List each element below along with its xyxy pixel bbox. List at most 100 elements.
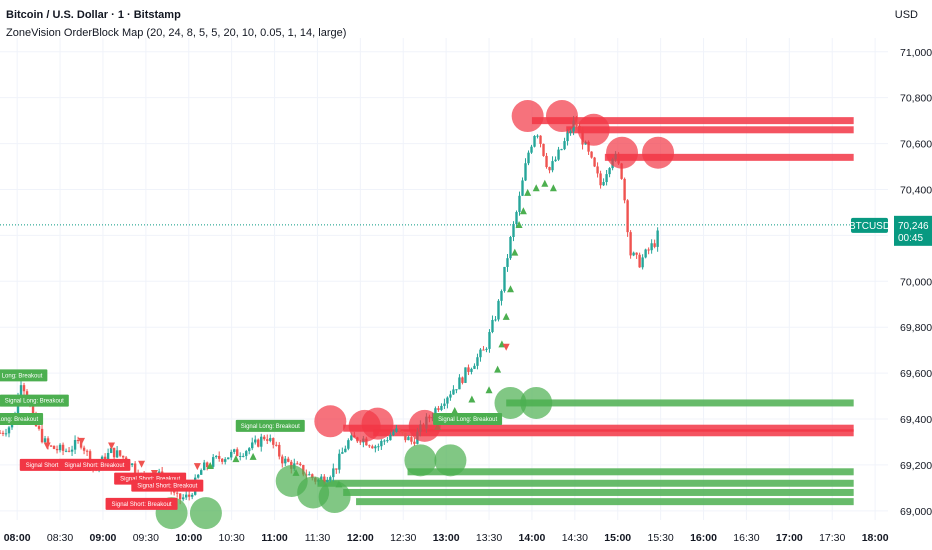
signal-labels: Signal Long: Breakout Signal Long: Breako… — [0, 369, 503, 510]
long-signal-label-box — [0, 413, 44, 426]
candle-body — [236, 449, 239, 457]
candle-body — [509, 236, 512, 259]
long-signal-marker — [206, 462, 214, 470]
y-tick-label: 71,000 — [900, 47, 932, 59]
currency-label[interactable]: USD — [894, 9, 918, 21]
candle-body — [410, 437, 413, 442]
candle-body — [112, 447, 116, 458]
candle-body — [392, 431, 395, 435]
short-signal-label-text: Signal Short: Breakout — [64, 463, 124, 469]
candle-body — [347, 440, 350, 449]
candle-body — [196, 474, 200, 478]
candle-body — [121, 455, 125, 458]
bearish-zone-circle — [642, 136, 675, 169]
y-tick-label: 69,600 — [900, 368, 932, 380]
candle-body — [296, 463, 299, 465]
symbol-tag-box — [851, 217, 888, 233]
candle-body — [557, 149, 560, 160]
candle-body — [482, 349, 485, 351]
candle-body — [560, 149, 563, 151]
candle-body — [566, 132, 569, 142]
candle-body — [190, 494, 194, 497]
candle-body — [413, 441, 416, 444]
x-tick-label: 08:30 — [47, 532, 73, 544]
candle-body — [455, 389, 458, 391]
candle-body — [82, 447, 86, 451]
zone-circles — [155, 100, 675, 530]
candle-body — [202, 462, 206, 471]
short-signal-label: Signal Short: Breakout — [131, 479, 204, 492]
long-signal-label-text: Signal Long: Breakout — [438, 417, 497, 423]
indicator-legend[interactable]: ZoneVision OrderBlock Map (20, 24, 8, 5,… — [6, 27, 347, 39]
candle-body — [4, 433, 8, 435]
candle-body — [635, 252, 638, 255]
bullish-zone-circle — [318, 481, 351, 514]
candle-body — [187, 494, 191, 497]
candle-body — [644, 249, 647, 258]
short-signal-label-text: Signal Short: Breakout — [137, 484, 197, 490]
candle-body — [115, 450, 119, 458]
candle-body — [563, 141, 566, 150]
candle-body — [542, 143, 545, 156]
candle-body — [269, 438, 272, 441]
candle-body — [638, 254, 641, 268]
candle-body — [587, 141, 590, 152]
candle-body — [19, 385, 23, 396]
candle-body — [224, 459, 227, 462]
candle-body — [521, 180, 524, 196]
candle-body — [401, 431, 404, 433]
candle-body — [530, 146, 533, 153]
candle-body — [533, 135, 536, 147]
long-signal-marker — [532, 184, 540, 192]
candle-body — [130, 463, 134, 466]
candle-body — [308, 474, 311, 476]
axes: 69,000 69,200 69,400 69,600 69,800 70,000 70,2… — [4, 47, 932, 544]
candle-body — [175, 492, 179, 494]
bullish-zone-circle — [520, 386, 553, 419]
short-signal-label: Signal Short: Breakout — [58, 458, 131, 471]
price-tag-value: 70,246 — [898, 221, 929, 232]
candle-body — [263, 436, 266, 440]
long-signal-marker — [506, 285, 514, 293]
long-signal-label-box — [235, 419, 305, 432]
candle-body — [380, 440, 383, 447]
candle-body — [368, 445, 371, 447]
short-signal-label-text: Signal Short: Breakout — [26, 463, 86, 469]
candle-body — [344, 448, 347, 453]
candle-body — [596, 166, 599, 174]
y-tick-label: 69,400 — [900, 414, 932, 426]
short-signal-marker — [138, 460, 146, 468]
chart-title[interactable]: Bitcoin / U.S. Dollar · 1 · Bitstamp — [6, 9, 181, 21]
bearish-order-block — [343, 424, 854, 432]
candle-body — [500, 291, 503, 301]
bearish-zone-circle — [361, 407, 394, 440]
candle-body — [251, 442, 254, 449]
candle-body — [40, 428, 44, 443]
short-signal-marker — [108, 442, 116, 450]
candle-body — [512, 223, 515, 237]
x-tick-label: 14:00 — [519, 532, 546, 544]
short-signal-marker — [193, 463, 201, 471]
candle-body — [386, 440, 389, 442]
candle-body — [287, 458, 290, 462]
candle-body — [52, 445, 56, 449]
candle-body — [341, 452, 344, 454]
long-signal-label: Signal Long: Breakout — [0, 394, 69, 407]
candle-body — [551, 161, 554, 171]
candle-body — [377, 446, 380, 448]
candle-body — [395, 428, 398, 432]
candle-body — [365, 438, 368, 446]
candle-body — [389, 434, 392, 441]
candle-body — [527, 152, 530, 164]
candle-body — [118, 450, 122, 456]
candle-body — [626, 200, 629, 233]
candle-body — [464, 367, 467, 383]
candle-body — [76, 440, 80, 442]
long-signal-marker — [519, 207, 527, 215]
candle-body — [281, 456, 284, 464]
candle-body — [227, 457, 230, 460]
candle-body — [506, 258, 509, 267]
